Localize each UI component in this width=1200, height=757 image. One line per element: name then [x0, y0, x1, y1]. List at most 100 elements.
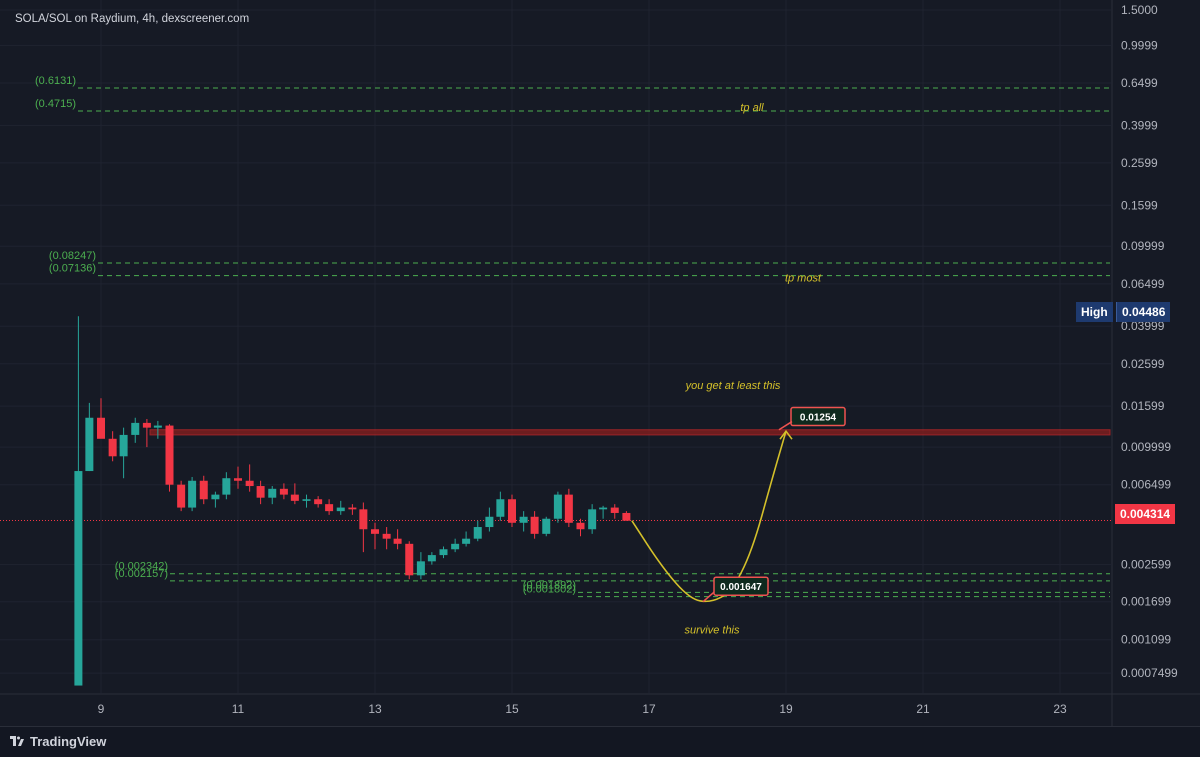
- bear-candle: [108, 438, 117, 457]
- bear-candle: [405, 543, 414, 576]
- level-label: (0.4715): [35, 98, 76, 110]
- bear-candle: [256, 486, 265, 498]
- bear-candle: [371, 529, 379, 534]
- price-tick-label: 0.1599: [1121, 198, 1158, 212]
- level-label: (0.08247): [49, 250, 96, 262]
- bear-candle: [393, 538, 402, 544]
- level-label: (0.002157): [115, 568, 168, 580]
- resistance-zone: [149, 429, 1111, 436]
- price-tick-label: 0.06499: [1121, 277, 1165, 291]
- bear-candle: [622, 512, 631, 521]
- price-tick-label: 0.001099: [1121, 633, 1171, 647]
- time-tick-label: 15: [505, 702, 519, 716]
- tradingview-icon: [10, 736, 24, 746]
- annotation-survive: survive this: [684, 625, 740, 637]
- level-label: (0.07136): [49, 263, 96, 275]
- bear-candle: [382, 533, 391, 539]
- annotation-tp-most: tp most: [785, 273, 822, 285]
- price-tick-label: 0.001699: [1121, 595, 1171, 609]
- level-label: (0.6131): [35, 75, 76, 87]
- bear-candle: [177, 484, 186, 508]
- target-pointer: [778, 420, 793, 431]
- time-tick-label: 11: [232, 702, 245, 716]
- bull-candle: [485, 516, 494, 528]
- bear-candle: [576, 522, 585, 530]
- bull-candle: [416, 561, 425, 576]
- bull-candle: [153, 425, 162, 428]
- dip-value-box-frame: [713, 576, 769, 596]
- bull-candle: [519, 516, 528, 523]
- tradingview-brand: TradingView: [30, 734, 107, 749]
- price-tick-label: 0.009999: [1121, 440, 1171, 454]
- bear-candle: [610, 507, 619, 513]
- projection-arrow: [779, 429, 793, 440]
- bear-candle: [165, 425, 174, 485]
- annotation-get-least: you get at least this: [685, 380, 781, 392]
- time-tick-label: 9: [98, 702, 105, 716]
- bear-candle: [564, 494, 573, 523]
- bear-candle: [314, 499, 323, 505]
- target-value-box: 0.01254: [790, 406, 846, 427]
- bear-candle: [508, 499, 516, 523]
- bull-candle: [599, 507, 608, 510]
- bull-candle: [451, 543, 460, 550]
- dip-value-box-text: 0.001647: [720, 582, 762, 593]
- bear-candle: [245, 480, 254, 487]
- bull-candle: [473, 527, 482, 539]
- high-value: 0.04486: [1116, 302, 1171, 322]
- annotation-tp-all: tp all: [740, 102, 764, 114]
- dip-value-box: 0.001647: [713, 576, 769, 596]
- bull-candle: [496, 499, 505, 517]
- bull-candle: [74, 471, 83, 686]
- tradingview-logo[interactable]: TradingView: [10, 734, 106, 749]
- price-tick-label: 0.03999: [1121, 319, 1165, 333]
- time-tick-label: 17: [642, 702, 656, 716]
- level-label: (0.001892): [523, 579, 576, 591]
- bull-candle: [211, 494, 220, 500]
- bull-candle: [188, 480, 197, 508]
- price-tick-label: 0.6499: [1121, 76, 1158, 90]
- bear-candle: [234, 478, 242, 481]
- bear-candle: [97, 417, 105, 439]
- current-price-tag: 0.004314: [1115, 504, 1176, 524]
- bull-candle: [439, 549, 448, 556]
- bull-candle: [85, 417, 94, 472]
- bear-candle: [290, 494, 299, 501]
- price-tick-label: 0.02599: [1121, 357, 1165, 371]
- time-tick-label: 19: [779, 702, 793, 716]
- bull-candle: [553, 494, 562, 519]
- footer-bar: TradingView: [0, 726, 1200, 757]
- price-tick-label: 0.2599: [1121, 156, 1158, 170]
- bull-candle: [119, 434, 128, 457]
- price-tick-label: 0.0007499: [1121, 666, 1178, 680]
- bull-candle: [462, 538, 471, 544]
- price-tick-label: 1.5000: [1121, 3, 1158, 17]
- time-tick-label: 21: [916, 702, 930, 716]
- bull-candle: [427, 555, 436, 562]
- price-tick-label: 0.09999: [1121, 239, 1165, 253]
- chart-title: SOLA/SOL on Raydium, 4h, dexscreener.com: [15, 13, 250, 25]
- price-tick-label: 0.002599: [1121, 558, 1171, 572]
- price-tick-label: 0.01599: [1121, 399, 1165, 413]
- price-tick-label: 0.3999: [1121, 118, 1158, 132]
- bear-candle: [199, 480, 208, 500]
- target-value-box-frame: [790, 406, 846, 427]
- price-chart[interactable]: (0.6131) (0.4715) (0.08247)(0.07136) (0.002…: [0, 0, 1200, 726]
- bull-candle: [222, 478, 231, 495]
- projection-curve: [631, 430, 787, 603]
- bear-candle: [530, 516, 539, 534]
- time-tick-label: 13: [368, 702, 382, 716]
- price-tick-label: 0.006499: [1121, 478, 1171, 492]
- target-value-box-text: 0.01254: [800, 413, 837, 424]
- bull-candle: [268, 488, 277, 498]
- bull-candle: [336, 507, 345, 512]
- plot-background: [0, 0, 1200, 726]
- high-label: High: [1076, 302, 1113, 322]
- bull-candle: [131, 422, 140, 435]
- time-tick-label: 23: [1053, 702, 1067, 716]
- dip-pointer: [702, 591, 715, 603]
- bear-candle: [279, 488, 288, 495]
- bull-candle: [302, 499, 311, 501]
- bear-candle: [325, 504, 334, 512]
- bear-candle: [142, 422, 151, 428]
